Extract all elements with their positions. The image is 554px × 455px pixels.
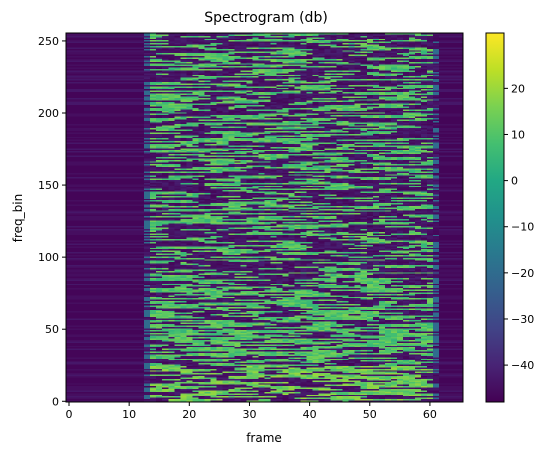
colorbar-axis: 20 10 0 −10 −20 −30 −40 — [504, 82, 534, 372]
y-tick-label: 200 — [38, 107, 59, 120]
x-tick-label: 20 — [182, 408, 196, 421]
x-tick-label: 50 — [363, 408, 377, 421]
colorbar-tick-label: 20 — [511, 82, 525, 95]
y-tick-label: 50 — [45, 323, 59, 336]
x-tick-label: 30 — [242, 408, 256, 421]
plot-frame — [65, 32, 464, 403]
x-axis-label: frame — [246, 431, 282, 445]
x-tick-label: 10 — [122, 408, 136, 421]
y-tick-label: 0 — [52, 395, 59, 408]
x-tick-label: 60 — [423, 408, 437, 421]
x-axis: 0 10 20 30 40 50 60 — [66, 402, 437, 421]
colorbar-tick-label: 10 — [511, 128, 525, 141]
colorbar-tick-label: −30 — [511, 313, 534, 326]
y-tick-label: 150 — [38, 179, 59, 192]
colorbar-tick-label: −20 — [511, 267, 534, 280]
y-tick-label: 250 — [38, 35, 59, 48]
y-tick-label: 100 — [38, 251, 59, 264]
colorbar-tick-label: 0 — [511, 175, 518, 188]
heatmap-cells — [66, 33, 463, 402]
colorbar — [485, 32, 505, 403]
colorbar-tick-label: −40 — [511, 359, 534, 372]
x-tick-label: 0 — [66, 408, 73, 421]
y-axis: 0 50 100 150 200 250 — [38, 35, 66, 408]
x-tick-label: 40 — [303, 408, 317, 421]
chart-title: Spectrogram (db) — [204, 10, 328, 26]
y-axis-label: freq_bin — [11, 194, 25, 242]
colorbar-tick-label: −10 — [511, 221, 534, 234]
